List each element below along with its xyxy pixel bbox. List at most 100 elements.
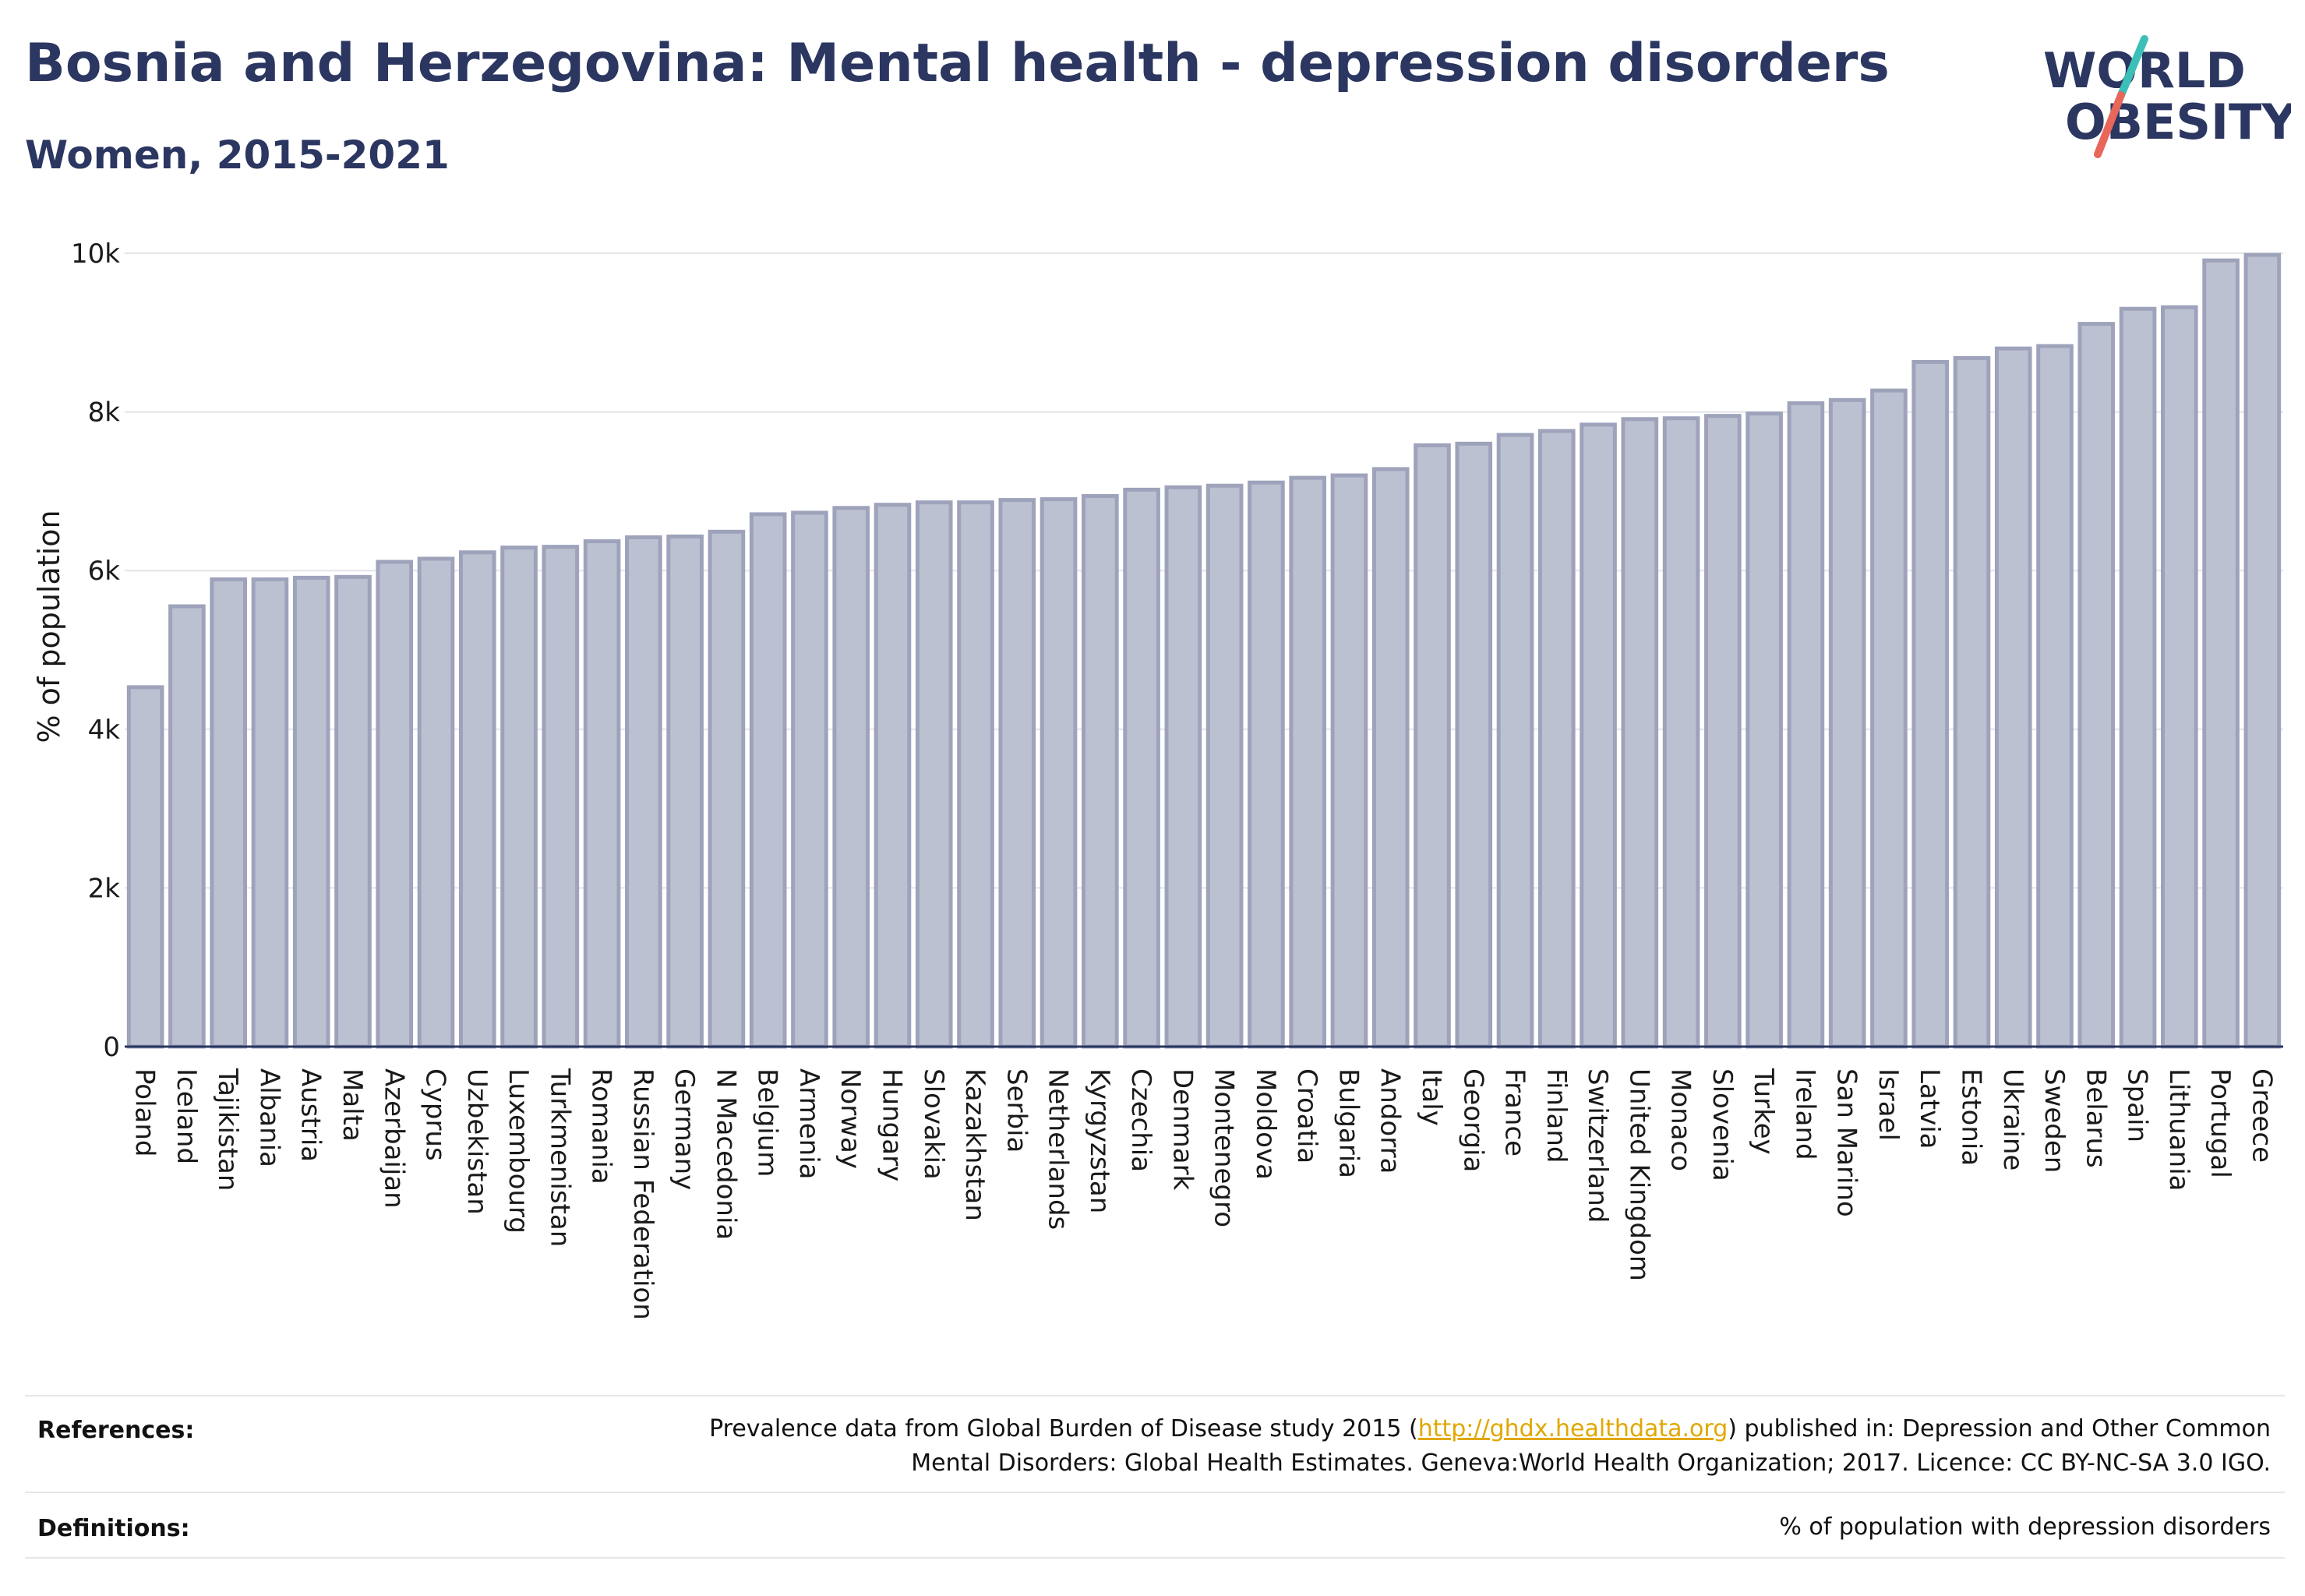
references-text-after: ) published in: Depression and Other Com…	[1728, 1415, 2271, 1442]
y-tick-label: 4k	[88, 715, 121, 746]
x-tick-label: Greece	[2246, 1068, 2277, 1163]
bar-finland	[1537, 429, 1576, 1049]
x-tick-label: Lithuania	[2163, 1068, 2194, 1191]
x-tick-label: Tajikistan	[212, 1068, 243, 1191]
bar-andorra	[1371, 467, 1410, 1049]
bar-malta	[334, 574, 372, 1049]
bar-netherlands	[1040, 497, 1078, 1049]
bar-hungary	[874, 503, 912, 1049]
x-tick-label: Latvia	[1914, 1068, 1945, 1149]
x-tick-label: Hungary	[876, 1068, 907, 1181]
y-tick-label: 0	[103, 1032, 120, 1063]
bar-germany	[666, 534, 704, 1049]
x-tick-label: Slovenia	[1707, 1068, 1738, 1181]
y-tick-label: 2k	[88, 873, 121, 904]
bar-san-marino	[1828, 397, 1866, 1049]
x-tick-label: Uzbekistan	[461, 1068, 492, 1215]
y-tick-labels: 0 2k 4k 6k 8k 10k	[71, 238, 120, 1063]
x-tick-label: Iceland	[171, 1068, 202, 1164]
x-tick-label: Kazakhstan	[959, 1068, 990, 1221]
x-tick-label: Andorra	[1375, 1068, 1406, 1174]
x-tick-label: Norway	[835, 1068, 866, 1169]
bar-ukraine	[1994, 346, 2032, 1049]
x-tick-label: Sweden	[2038, 1068, 2070, 1173]
bar-n-macedonia	[708, 529, 746, 1049]
x-tick-label: United Kingdom	[1623, 1068, 1654, 1281]
bar-moldova	[1248, 480, 1285, 1049]
bar-cyprus	[417, 556, 455, 1049]
bar-kyrgyzstan	[1082, 494, 1119, 1049]
x-tick-label: Azerbaijan	[378, 1068, 409, 1209]
x-tick-label: France	[1499, 1068, 1530, 1156]
x-tick-label: Turkey	[1748, 1068, 1779, 1155]
x-tick-label: Croatia	[1291, 1068, 1322, 1163]
bar-bulgaria	[1330, 473, 1368, 1049]
x-tick-label: Moldova	[1250, 1068, 1281, 1180]
references-text: Prevalence data from Global Burden of Di…	[556, 1412, 2271, 1481]
bar-georgia	[1455, 441, 1493, 1049]
page-title: Bosnia and Herzegovina: Mental health - …	[25, 33, 1890, 94]
x-tick-label: Germany	[669, 1068, 700, 1190]
bar-chart: 0 2k 4k 6k 8k 10k Poland Iceland Tajikistan Alba…	[32, 238, 2283, 1320]
x-tick-label: Kyrgyzstan	[1084, 1068, 1115, 1213]
bar-spain	[2119, 306, 2157, 1049]
bar-serbia	[998, 498, 1036, 1049]
x-tick-label: Czechia	[1125, 1068, 1156, 1172]
x-tick-label: Montenegro	[1209, 1068, 1240, 1227]
bar-belgium	[749, 512, 787, 1049]
x-tick-label: Estonia	[1955, 1068, 1986, 1166]
y-tick-label: 6k	[88, 556, 121, 587]
x-tick-label: Italy	[1416, 1068, 1447, 1126]
world-obesity-logo: WORLD OBESITY	[2043, 35, 2291, 158]
bar-kazakhstan	[957, 500, 994, 1049]
x-tick-label: Finland	[1541, 1068, 1572, 1163]
bar-lithuania	[2161, 305, 2198, 1049]
bar-belarus	[2077, 322, 2116, 1049]
bar-iceland	[168, 604, 206, 1049]
x-tick-label: Armenia	[793, 1068, 824, 1180]
y-tick-label: 8k	[88, 397, 121, 429]
references-link[interactable]: http://ghdx.healthdata.org	[1417, 1415, 1728, 1442]
bar-luxembourg	[500, 546, 538, 1049]
x-tick-label: Netherlands	[1043, 1068, 1074, 1230]
bar-ireland	[1787, 401, 1825, 1049]
definitions-label: Definitions:	[37, 1515, 190, 1542]
logo-line1: WORLD	[2043, 42, 2246, 99]
bar-portugal	[2202, 258, 2240, 1049]
x-tick-label: Slovakia	[918, 1068, 949, 1180]
x-tick-label: Cyprus	[420, 1068, 451, 1161]
bar-france	[1496, 433, 1534, 1049]
x-tick-label: Romania	[586, 1068, 617, 1185]
y-tick-label: 10k	[71, 238, 120, 270]
bar-romania	[583, 539, 621, 1049]
bar-sweden	[2036, 344, 2074, 1049]
x-tick-labels: Poland Iceland Tajikistan Albania Austria Mal…	[129, 1068, 2278, 1320]
bar-montenegro	[1205, 483, 1244, 1049]
bar-uzbekistan	[458, 550, 496, 1049]
y-axis-label: % of population	[32, 510, 66, 743]
bar-austria	[292, 575, 330, 1049]
x-tick-label: Spain	[2122, 1068, 2153, 1142]
bar-denmark	[1164, 485, 1202, 1049]
footer-divider-bottom	[25, 1557, 2285, 1559]
bar-azerbaijan	[376, 560, 414, 1049]
x-tick-label: N Macedonia	[710, 1068, 741, 1240]
bar-switzerland	[1580, 422, 1617, 1049]
bar-czechia	[1123, 487, 1160, 1049]
bar-albania	[251, 577, 289, 1049]
bar-slovakia	[915, 500, 953, 1049]
references-label: References:	[37, 1417, 195, 1444]
bar-tajikistan	[210, 577, 247, 1049]
logo-slash-red	[2094, 91, 2125, 158]
bar-united-kingdom	[1621, 417, 1659, 1049]
footer-divider-middle	[25, 1492, 2285, 1493]
bar-latvia	[1911, 359, 1950, 1049]
bar-estonia	[1953, 355, 1991, 1049]
references-text-line2: Mental Disorders: Global Health Estimate…	[911, 1449, 2271, 1477]
references-text-before: Prevalence data from Global Burden of Di…	[709, 1415, 1418, 1442]
x-tick-label: Denmark	[1167, 1068, 1198, 1191]
x-tick-label: Serbia	[1001, 1068, 1032, 1153]
bar-norway	[832, 506, 870, 1049]
bar-poland	[126, 685, 164, 1049]
logo-slash-teal	[2117, 35, 2148, 99]
